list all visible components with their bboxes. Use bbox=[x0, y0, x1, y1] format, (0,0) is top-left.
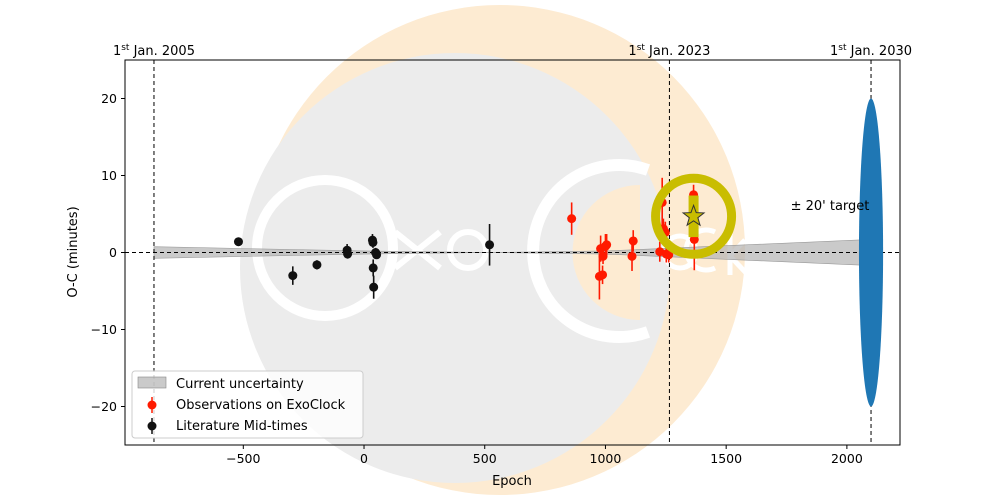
data-point bbox=[288, 271, 298, 281]
date-label: 1st Jan. 2005 bbox=[113, 43, 195, 59]
data-point bbox=[369, 282, 379, 292]
legend-label-exoclock: Observations on ExoClock bbox=[176, 398, 346, 413]
legend-band-swatch bbox=[137, 376, 167, 389]
prediction-ring bbox=[651, 173, 737, 259]
x-tick-label: 0 bbox=[360, 451, 368, 466]
legend: Current uncertainty Observations on ExoC… bbox=[131, 370, 364, 439]
data-point bbox=[368, 237, 378, 247]
data-point bbox=[689, 234, 699, 244]
x-axis-title: Epoch bbox=[492, 474, 532, 489]
data-point bbox=[567, 214, 577, 224]
data-point bbox=[598, 270, 608, 280]
target-annotation: ± 20' target bbox=[791, 199, 870, 214]
x-tick-label: 2000 bbox=[831, 451, 863, 466]
logo-letter-o bbox=[447, 229, 489, 271]
x-tick-label: 500 bbox=[473, 451, 497, 466]
x-tick-label: 1000 bbox=[590, 451, 622, 466]
legend-red-point-marker bbox=[147, 397, 157, 413]
target-ellipse-layer bbox=[858, 98, 884, 407]
legend-label-uncertainty: Current uncertainty bbox=[176, 377, 304, 392]
data-point bbox=[627, 251, 637, 261]
axes-layer: −500 0 500 1000 1500 2000 −20 −10 0 10 20 bbox=[91, 91, 863, 466]
y-tick-label: 20 bbox=[101, 91, 117, 106]
logo-letter-e bbox=[252, 175, 398, 321]
date-label: 1st Jan. 2023 bbox=[628, 43, 710, 59]
data-point bbox=[628, 236, 638, 246]
data-point bbox=[343, 249, 353, 259]
data-point bbox=[372, 250, 382, 260]
y-tick-label: −20 bbox=[91, 399, 117, 414]
data-point bbox=[485, 240, 495, 250]
prediction-layer bbox=[651, 173, 737, 259]
data-point bbox=[233, 237, 243, 247]
target-ellipse bbox=[858, 98, 884, 407]
x-tick-label: 1500 bbox=[710, 451, 742, 466]
prediction-star-marker bbox=[681, 203, 706, 227]
y-axis-title: O-C (minutes) bbox=[66, 206, 81, 297]
date-label: 1st Jan. 2030 bbox=[830, 43, 912, 59]
data-point bbox=[312, 260, 322, 270]
data-point bbox=[368, 263, 378, 273]
exoclock-logo-watermark bbox=[240, 5, 750, 495]
legend-label-literature: Literature Mid-times bbox=[176, 419, 308, 434]
logo-letter-c bbox=[527, 159, 651, 343]
legend-box bbox=[131, 370, 364, 439]
y-tick-label: 10 bbox=[101, 168, 117, 183]
y-tick-label: −10 bbox=[91, 322, 117, 337]
data-point bbox=[602, 240, 612, 250]
x-tick-label: −500 bbox=[226, 451, 260, 466]
data-point bbox=[664, 250, 674, 260]
logo-letter-x bbox=[393, 229, 442, 271]
y-tick-label: 0 bbox=[109, 245, 117, 260]
legend-black-point-marker bbox=[147, 418, 157, 434]
